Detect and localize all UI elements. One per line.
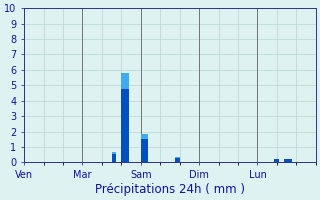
Bar <box>146 134 148 139</box>
Bar <box>141 134 143 162</box>
Bar <box>275 159 277 162</box>
Bar <box>112 152 114 162</box>
Bar <box>124 73 126 162</box>
Bar <box>175 157 177 162</box>
Bar <box>287 159 289 162</box>
Bar <box>143 134 146 162</box>
Bar <box>121 73 124 89</box>
Bar <box>177 157 180 158</box>
Bar <box>124 73 126 89</box>
Bar <box>114 152 116 154</box>
Bar <box>126 73 129 89</box>
Bar <box>121 73 124 162</box>
X-axis label: Précipitations 24h ( mm ): Précipitations 24h ( mm ) <box>95 183 245 196</box>
Bar <box>114 152 116 162</box>
Bar <box>289 159 292 162</box>
Bar <box>177 157 180 162</box>
Bar <box>112 152 114 154</box>
Bar <box>146 134 148 162</box>
Bar <box>143 134 146 139</box>
Bar <box>141 134 143 139</box>
Bar <box>277 159 279 162</box>
Bar <box>175 157 177 158</box>
Bar <box>284 159 287 162</box>
Bar <box>126 73 129 162</box>
